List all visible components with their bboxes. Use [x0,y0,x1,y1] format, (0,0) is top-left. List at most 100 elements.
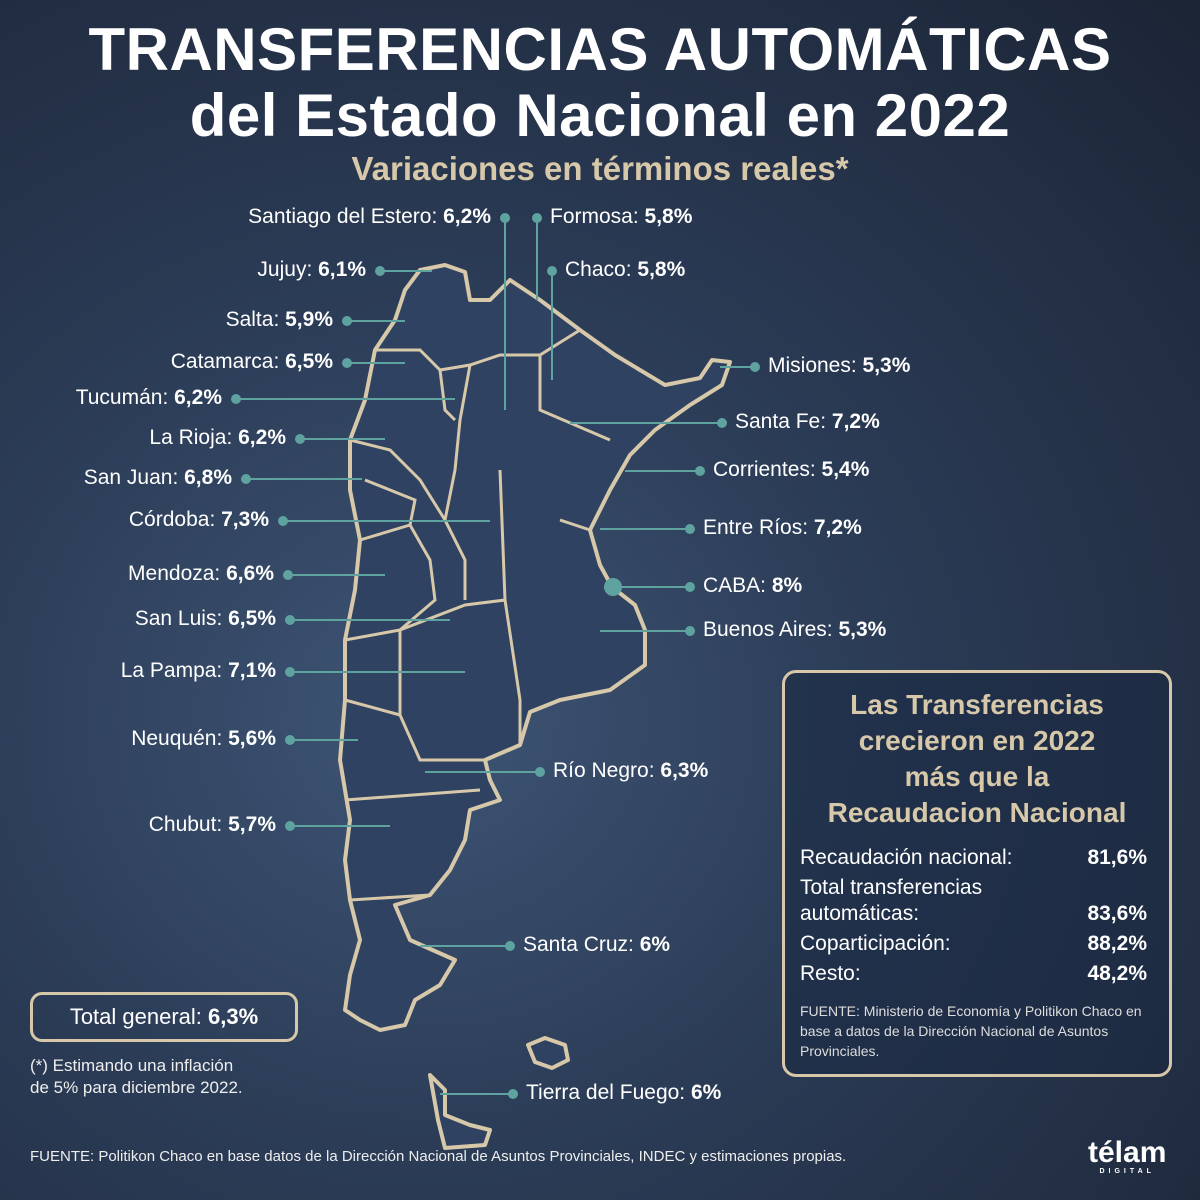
note-line: de 5% para diciembre 2022. [30,1078,243,1097]
marker-dot [685,524,695,534]
logo-name: télam [1088,1136,1167,1169]
province-label: San Luis: 6,5% [135,607,276,631]
row-value: 81,6% [1087,846,1147,869]
marker-dot [500,213,510,223]
province-name: Corrientes: [713,458,816,481]
province-value: 6% [639,933,671,956]
marker-dot [508,1089,518,1099]
province-label: Chubut: 5,7% [149,813,276,837]
province-name: Tierra del Fuego: [526,1081,686,1104]
leader-lines [231,213,760,1099]
box-heading-1: Las Transferencias [850,689,1104,720]
marker-dot [283,570,293,580]
province-label: Tierra del Fuego: 6% [526,1081,721,1105]
province-value: 5,9% [285,308,333,331]
marker-dot [750,362,760,372]
province-name: Jujuy: [257,258,313,281]
marker-dot [285,735,295,745]
row-label: Resto: [800,962,861,985]
marker-dot [685,582,695,592]
province-label: Jujuy: 6,1% [257,258,366,282]
marker-dot [285,667,295,677]
province-name: CABA: [703,574,767,597]
province-label: Catamarca: 6,5% [171,350,333,374]
province-value: 6,8% [184,466,232,489]
province-label: Santa Fe: 7,2% [735,410,880,434]
province-value: 7,2% [813,516,862,539]
province-label: Santiago del Estero: 6,2% [248,205,491,229]
province-value: 5,8% [644,205,693,228]
province-label: Santa Cruz: 6% [523,933,670,957]
box-source: FUENTE: Ministerio de Economía y Politik… [800,1003,1142,1059]
province-label: Tucumán: 6,2% [76,386,222,410]
row-value: 83,6% [1087,902,1147,925]
province-value: 7,2% [831,410,880,433]
province-value: 6,1% [318,258,366,281]
inflation-note: (*) Estimando una inflación de 5% para di… [30,1055,243,1099]
province-label: Misiones: 5,3% [768,354,910,378]
total-label: Total general: [69,1004,202,1029]
caba-marker [604,578,622,596]
province-label: Entre Ríos: 7,2% [703,516,862,540]
row-label: Coparticipación: [800,932,951,955]
note-line: (*) Estimando una inflación [30,1056,234,1075]
marker-dot [505,941,515,951]
province-label: La Pampa: 7,1% [121,659,276,683]
marker-dot [535,767,545,777]
marker-dot [285,821,295,831]
box-heading-4: Recaudacion Nacional [827,797,1127,828]
province-name: Salta: [225,308,280,331]
row-label: Recaudación nacional: [800,846,1013,869]
province-label: Buenos Aires: 5,3% [703,618,886,642]
province-value: 6,2% [238,426,286,449]
province-name: Chubut: [148,813,223,836]
marker-dot [285,615,295,625]
marker-dot [547,266,557,276]
province-label: San Juan: 6,8% [84,466,232,490]
province-value: 6,3% [660,759,709,782]
marker-dot [278,516,288,526]
province-value: 6,6% [226,562,274,585]
row-total-transferencias: Total transferencias [785,875,1169,901]
province-name: La Pampa: [120,659,223,682]
tierra-del-fuego-shape [428,1073,492,1150]
province-value: 5,3% [862,354,911,377]
province-name: Córdoba: [128,508,216,531]
province-label: Neuquén: 5,6% [131,727,276,751]
province-name: Neuquén: [131,727,223,750]
row-value: 48,2% [1087,962,1147,985]
province-label: CABA: 8% [703,574,802,598]
total-general-badge: Total general: 6,3% [30,992,298,1042]
row-label: Total transferencias [800,876,983,899]
title-line-2: del Estado Nacional en 2022 [189,82,1011,149]
marker-dot [695,466,705,476]
province-name: Formosa: [550,205,639,228]
province-value: 5,8% [637,258,686,281]
marker-dot [375,266,385,276]
province-value: 6,5% [228,607,276,630]
box-heading-2: crecieron en 2022 [858,725,1096,756]
province-name: Mendoza: [128,562,221,585]
province-value: 6,2% [443,205,491,228]
province-value: 7,3% [221,508,269,531]
province-value: 6,2% [174,386,222,409]
telam-logo: télam DIGITAL [1088,1138,1166,1176]
province-label: Córdoba: 7,3% [129,508,269,532]
province-name: Misiones: [768,354,857,377]
marker-dot [717,418,727,428]
row-label: automáticas: [800,902,920,925]
province-name: Santa Fe: [735,410,827,433]
province-value: 6,5% [285,350,333,373]
marker-dot [231,394,241,404]
province-borders [344,328,611,902]
province-value: 5,4% [821,458,870,481]
province-name: Chaco: [565,258,632,281]
province-label: Río Negro: 6,3% [553,759,708,783]
province-name: San Luis: [134,607,223,630]
title-line-1: TRANSFERENCIAS AUTOMÁTICAS [88,16,1112,83]
province-label: Mendoza: 6,6% [128,562,274,586]
province-name: Santa Cruz: [523,933,634,956]
box-heading-3: más que la [904,761,1050,792]
province-name: Catamarca: [170,350,280,373]
